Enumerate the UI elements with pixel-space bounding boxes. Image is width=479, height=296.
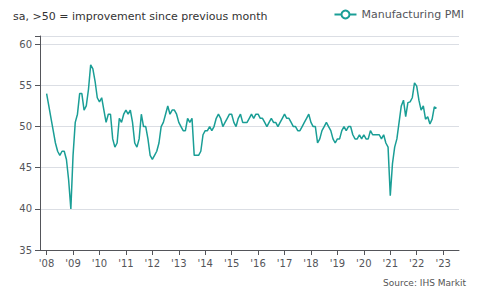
svg-text:'22: '22 [409, 258, 424, 269]
svg-text:40: 40 [19, 203, 32, 214]
svg-text:'23: '23 [435, 258, 450, 269]
svg-text:'14: '14 [197, 258, 212, 269]
svg-text:'17: '17 [277, 258, 292, 269]
svg-text:50: 50 [19, 121, 32, 132]
svg-text:'21: '21 [383, 258, 398, 269]
svg-text:'19: '19 [330, 258, 345, 269]
svg-text:'20: '20 [356, 258, 371, 269]
svg-text:Source: IHS Markit: Source: IHS Markit [383, 278, 466, 288]
svg-text:35: 35 [19, 245, 32, 256]
svg-text:45: 45 [19, 162, 32, 173]
svg-text:60: 60 [19, 39, 32, 50]
svg-text:'16: '16 [250, 258, 265, 269]
svg-text:'13: '13 [171, 258, 186, 269]
svg-text:'18: '18 [303, 258, 318, 269]
svg-text:Manufacturing PMI: Manufacturing PMI [361, 8, 464, 21]
svg-text:55: 55 [19, 80, 32, 91]
svg-text:'12: '12 [145, 258, 160, 269]
svg-text:'09: '09 [65, 258, 80, 269]
svg-text:'10: '10 [92, 258, 107, 269]
svg-text:sa, >50 = improvement since pr: sa, >50 = improvement since previous mon… [13, 10, 268, 23]
svg-text:'15: '15 [224, 258, 239, 269]
svg-text:'11: '11 [118, 258, 133, 269]
svg-text:'08: '08 [39, 258, 54, 269]
